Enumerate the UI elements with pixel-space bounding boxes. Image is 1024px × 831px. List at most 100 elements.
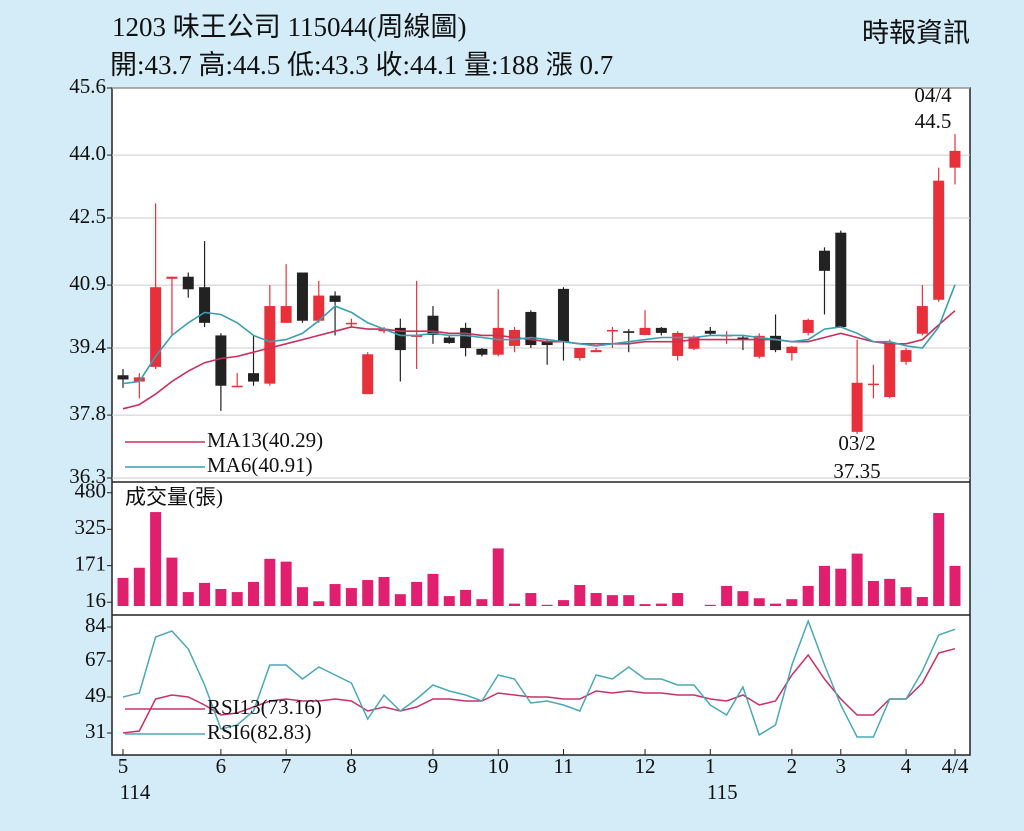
candle-body <box>133 377 145 382</box>
candle-body <box>443 337 455 343</box>
x-tick-label: 3 <box>836 754 847 778</box>
candle-body <box>835 232 847 328</box>
volume-bar <box>264 558 276 606</box>
candle-body <box>867 383 879 386</box>
volume-bar <box>590 593 602 606</box>
volume-bar <box>835 568 847 606</box>
volume-bar <box>574 584 586 606</box>
x-tick-label: 11 <box>553 754 573 778</box>
y-tick-label: 31 <box>85 719 106 743</box>
x-tick-label: 9 <box>428 754 439 778</box>
volume-bar <box>606 595 618 606</box>
line <box>122 647 956 734</box>
volume-bar <box>867 580 879 606</box>
volume-bar <box>916 597 928 606</box>
candle-body <box>329 295 341 302</box>
y-tick-label: 171 <box>75 551 107 575</box>
volume-bar <box>443 596 455 606</box>
volume-bar <box>150 512 162 606</box>
candle-body <box>851 382 863 432</box>
annotation: 44.5 <box>915 109 952 133</box>
volume-bar <box>345 588 357 606</box>
year-label: 115 <box>707 780 738 804</box>
volume-bar <box>672 593 684 606</box>
candle-body <box>182 276 194 290</box>
candle-body <box>557 288 569 342</box>
volume-bar <box>231 592 243 606</box>
legend-label: RSI6(82.83) <box>207 720 311 744</box>
volume-bar <box>818 565 830 606</box>
y-tick-label: 44.0 <box>69 141 106 165</box>
volume-bar <box>248 581 260 606</box>
candle-body <box>280 306 292 323</box>
legend-label: MA13(40.29) <box>207 428 323 452</box>
panel-title: 成交量(張) <box>125 485 223 509</box>
candle-body <box>117 375 129 380</box>
annotation: 04/4 <box>914 83 952 107</box>
volume-bar <box>329 584 341 606</box>
candle-body <box>818 250 830 271</box>
y-tick-label: 16 <box>85 588 106 612</box>
volume-bar <box>182 592 194 606</box>
candle-body <box>704 330 716 334</box>
plot-frame <box>111 87 971 756</box>
volume-bar <box>557 600 569 606</box>
candle-body <box>248 373 260 382</box>
candle-body <box>525 311 537 346</box>
y-tick-label: 67 <box>85 647 106 671</box>
volume-bar <box>639 604 651 606</box>
volume-bar <box>704 604 716 606</box>
candle-body <box>916 306 928 334</box>
volume-bar <box>655 603 667 606</box>
candle-body <box>460 327 472 348</box>
candle-body <box>541 341 553 346</box>
candle-body <box>313 295 325 321</box>
volume-bar <box>378 576 390 606</box>
quote: 開:43.7 高:44.5 低:43.3 收:44.1 量:188 漲 0.7 <box>110 50 613 80</box>
volume-bar <box>949 565 961 606</box>
y-tick-label: 84 <box>85 613 107 637</box>
y-tick-label: 39.4 <box>69 334 106 358</box>
candle-body <box>476 348 488 355</box>
candle-body <box>786 346 798 354</box>
volume-bar <box>753 598 765 606</box>
candle-body <box>655 327 667 333</box>
candle-body <box>199 287 211 323</box>
volume-bar <box>460 589 472 606</box>
x-tick-label: 10 <box>488 754 509 778</box>
volume-bar <box>427 573 439 606</box>
volume-bar <box>737 591 749 606</box>
candle-body <box>362 354 374 395</box>
volume-bar <box>884 578 896 606</box>
legend-label: RSI13(73.16) <box>207 695 322 719</box>
y-tick-label: 49 <box>85 683 106 707</box>
chart-title: 1203 味王公司 115044(周線圖) <box>112 12 466 42</box>
x-tick-label: 2 <box>787 754 798 778</box>
y-tick-label: 37.8 <box>69 401 106 425</box>
line <box>122 618 956 738</box>
y-tick-label: 480 <box>75 479 107 503</box>
x-tick-label: 6 <box>216 754 227 778</box>
annotation: 03/2 <box>838 431 875 455</box>
candle-body <box>264 306 276 384</box>
line <box>122 310 956 410</box>
candle-body <box>770 335 782 351</box>
volume-bar <box>802 585 814 606</box>
x-tick-label: 5 <box>118 754 129 778</box>
volume-bar <box>199 582 211 606</box>
candle-body <box>688 336 700 349</box>
volume-bar <box>786 599 798 606</box>
x-tick-label: 8 <box>346 754 357 778</box>
candle-body <box>166 276 178 279</box>
x-tick-label: 1 <box>705 754 716 778</box>
source: 時報資訊 <box>862 18 970 48</box>
volume-bar <box>117 577 129 606</box>
volume-bar <box>509 603 521 606</box>
volume-bar <box>296 587 308 606</box>
candle-body <box>639 327 651 335</box>
volume-bar <box>721 585 733 606</box>
y-tick-label: 325 <box>75 515 107 539</box>
x-tick-label: 12 <box>635 754 656 778</box>
x-tick-label: 4 <box>901 754 912 778</box>
candle-body <box>949 150 961 168</box>
